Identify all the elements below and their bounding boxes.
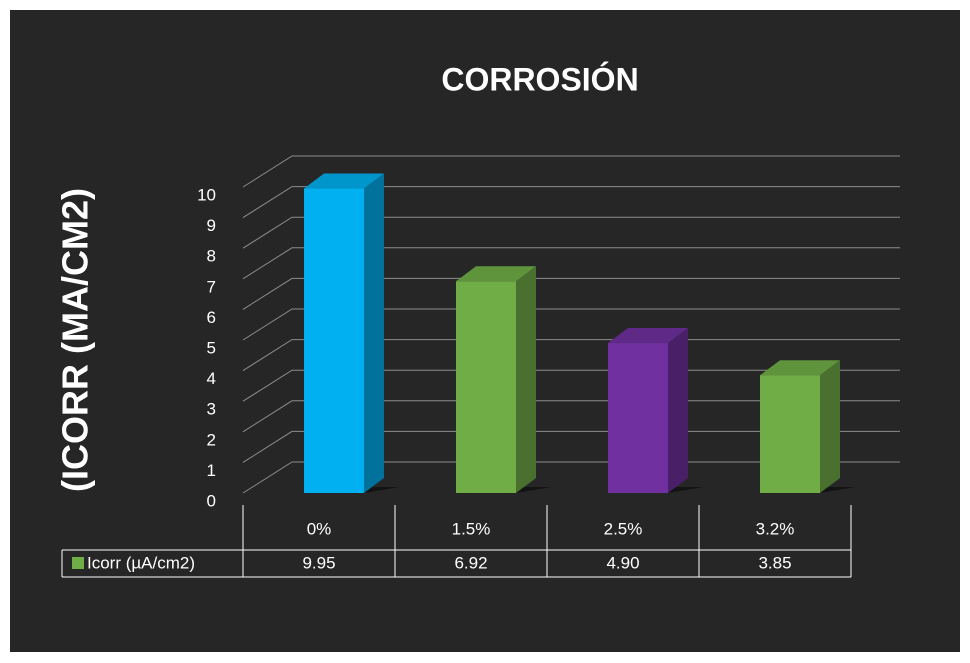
y-tick-label: 2 [207,430,216,449]
bar-side [668,328,688,493]
grid-line [242,430,900,463]
legend-swatch [72,557,84,569]
bar [304,188,364,493]
y-tick-label: 1 [207,461,216,480]
bar-side [820,360,840,493]
bar-side [364,173,384,493]
grid-line [242,369,900,402]
bar [608,343,668,493]
table-value: 4.90 [606,553,639,572]
x-tick-label: 0% [307,519,332,538]
grid-line [242,308,900,341]
y-tick-label: 8 [207,247,216,266]
legend-label: Icorr (µA/cm2) [87,553,195,572]
bar [760,375,820,493]
x-tick-label: 2.5% [604,519,643,538]
y-axis-title: (ICORR (MA/CM2) [55,188,96,492]
table-value: 3.85 [758,553,791,572]
grid-line [242,247,900,280]
y-tick-label: 0 [207,491,216,510]
grid-line [242,339,900,372]
grid-line [242,277,900,310]
y-tick-label: 5 [207,338,216,357]
y-tick-label: 4 [207,369,216,388]
y-tick-label: 10 [197,185,216,204]
table-value: 6.92 [454,553,487,572]
y-tick-label: 3 [207,400,216,419]
y-tick-label: 9 [207,216,216,235]
grid-line [242,400,900,433]
bar-side [516,266,536,493]
bar [456,281,516,493]
x-tick-label: 3.2% [756,519,795,538]
grid-line [242,216,900,249]
chart-title: CORROSIÓN [441,61,638,97]
y-tick-label: 6 [207,308,216,327]
x-tick-label: 1.5% [452,519,491,538]
grid-line [242,186,900,219]
grid-line [242,155,900,188]
bar-top [456,266,536,282]
y-tick-label: 7 [207,277,216,296]
grid-line [242,461,900,494]
table-value: 9.95 [302,553,335,572]
bar-top [608,328,688,344]
bar-top [760,360,840,376]
bar-top [304,173,384,189]
